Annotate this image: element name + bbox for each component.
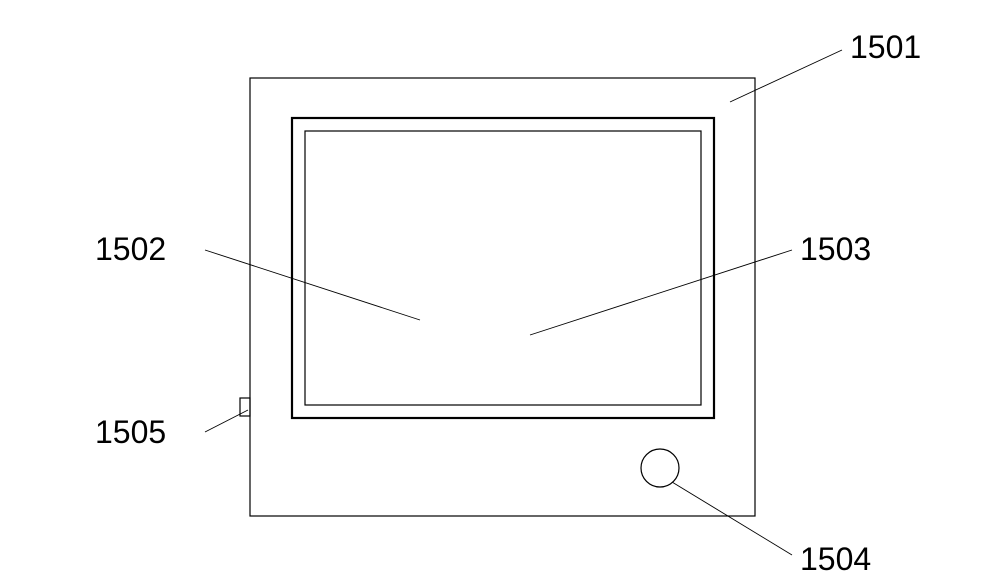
round-button	[641, 449, 679, 487]
label-1503: 1503	[800, 231, 871, 267]
label-1502: 1502	[95, 231, 166, 267]
label-1504: 1504	[800, 541, 871, 577]
leader-1504	[672, 482, 792, 555]
screen-rectangle	[305, 131, 701, 405]
leader-1501	[730, 50, 842, 102]
leader-1503	[530, 250, 792, 335]
leader-1505	[205, 410, 248, 432]
label-1501: 1501	[850, 29, 921, 65]
label-1505: 1505	[95, 414, 166, 450]
diagram-canvas: 1501 1502 1503 1504 1505	[0, 0, 1000, 581]
bezel-rectangle	[292, 118, 714, 418]
leader-1502	[205, 250, 420, 320]
outer-rectangle	[250, 78, 755, 516]
